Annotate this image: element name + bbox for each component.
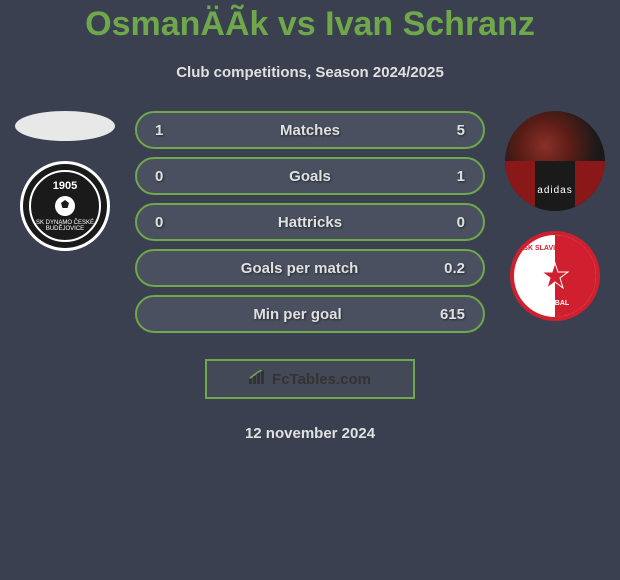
jersey-brand-label: adidas [537, 185, 572, 196]
stat-right-val: 5 [457, 122, 465, 139]
stat-row-gpm: Goals per match 0.2 [135, 249, 485, 287]
stat-row-goals: 0 Goals 1 [135, 157, 485, 195]
right-club-sub: FOTBAL [514, 300, 596, 307]
stat-left-val: 1 [155, 122, 163, 139]
stat-label: Goals per match [241, 260, 359, 277]
stat-left-val: 0 [155, 168, 163, 185]
left-column: 1905 SK DYNAMO ČESKÉ BUDĚJOVICE [10, 111, 120, 251]
brand-badge[interactable]: FcTables.com [205, 359, 415, 399]
left-club-year: 1905 [53, 180, 77, 192]
stat-row-matches: 1 Matches 5 [135, 111, 485, 149]
left-club-inner: 1905 SK DYNAMO ČESKÉ BUDĚJOVICE [29, 170, 101, 242]
right-club-badge: SK SLAVIA PRAHA FOTBAL [510, 231, 600, 321]
stats-column: 1 Matches 5 0 Goals 1 0 Hattricks 0 Goal… [135, 111, 485, 442]
star-icon [540, 261, 570, 291]
stat-label: Goals [289, 168, 331, 185]
stat-right-val: 0 [457, 214, 465, 231]
brand-label: FcTables.com [272, 371, 371, 388]
stat-label: Matches [280, 122, 340, 139]
stat-right-val: 1 [457, 168, 465, 185]
soccer-ball-icon [53, 194, 77, 218]
right-player-avatar: adidas [505, 111, 605, 211]
page-title: OsmanÄÃ­k vs Ivan Schranz [0, 5, 620, 44]
stat-label: Min per goal [253, 306, 341, 323]
stat-row-mpg: Min per goal 615 [135, 295, 485, 333]
right-column: adidas SK SLAVIA PRAHA FOTBAL [500, 111, 610, 321]
main-container: OsmanÄÃ­k vs Ivan Schranz Club competiti… [0, 0, 620, 442]
left-club-badge: 1905 SK DYNAMO ČESKÉ BUDĚJOVICE [20, 161, 110, 251]
left-club-name: SK DYNAMO ČESKÉ BUDĚJOVICE [31, 220, 99, 232]
stat-right-val: 0.2 [444, 260, 465, 277]
right-club-name: SK SLAVIA PRAHA [514, 245, 596, 252]
date-label: 12 november 2024 [135, 425, 485, 442]
subtitle: Club competitions, Season 2024/2025 [0, 64, 620, 81]
content-row: 1905 SK DYNAMO ČESKÉ BUDĚJOVICE 1 Matche… [0, 111, 620, 442]
left-player-avatar [15, 111, 115, 141]
stat-left-val: 0 [155, 214, 163, 231]
stat-row-hattricks: 0 Hattricks 0 [135, 203, 485, 241]
chart-icon [249, 370, 267, 388]
stat-right-val: 615 [440, 306, 465, 323]
stat-label: Hattricks [278, 214, 342, 231]
